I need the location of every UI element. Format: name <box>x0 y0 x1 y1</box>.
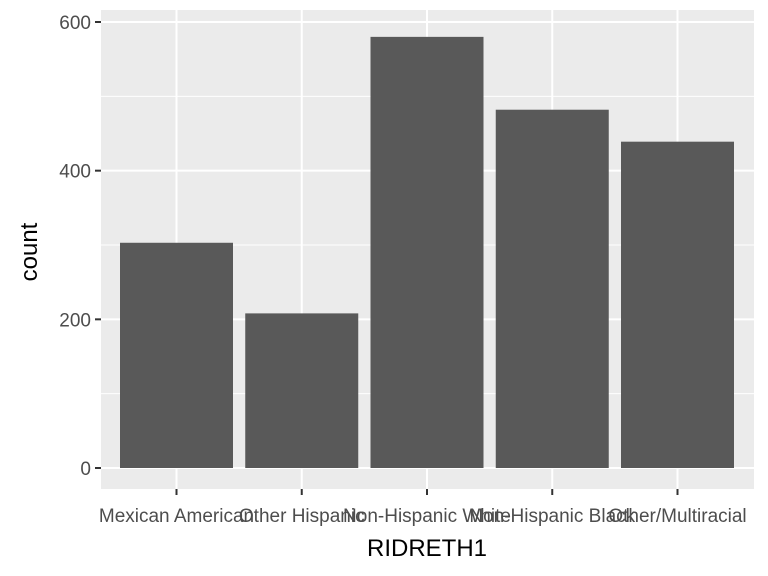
bars <box>120 36 734 469</box>
y-tick-label: 400 <box>59 162 91 183</box>
bar <box>495 109 609 469</box>
bar <box>370 36 484 468</box>
y-axis-title: count <box>16 222 43 281</box>
bar <box>120 242 233 468</box>
x-axis-title: RIDRETH1 <box>367 535 487 562</box>
y-tick-label: 0 <box>80 459 91 480</box>
bar <box>621 141 734 468</box>
x-tick-label: Mexican American <box>99 506 254 527</box>
y-tick-label: 600 <box>59 13 91 34</box>
x-tick-label: Non-Hispanic White <box>343 506 511 527</box>
x-tick-label: Other/Multiracial <box>608 506 746 527</box>
bar <box>245 313 359 468</box>
y-axis-ticks: 0 200 400 600 <box>59 13 101 480</box>
y-tick-label: 200 <box>59 310 91 331</box>
x-tick-label: Non-Hispanic Black <box>469 506 635 527</box>
x-tick-label: Other Hispanic <box>239 506 365 527</box>
